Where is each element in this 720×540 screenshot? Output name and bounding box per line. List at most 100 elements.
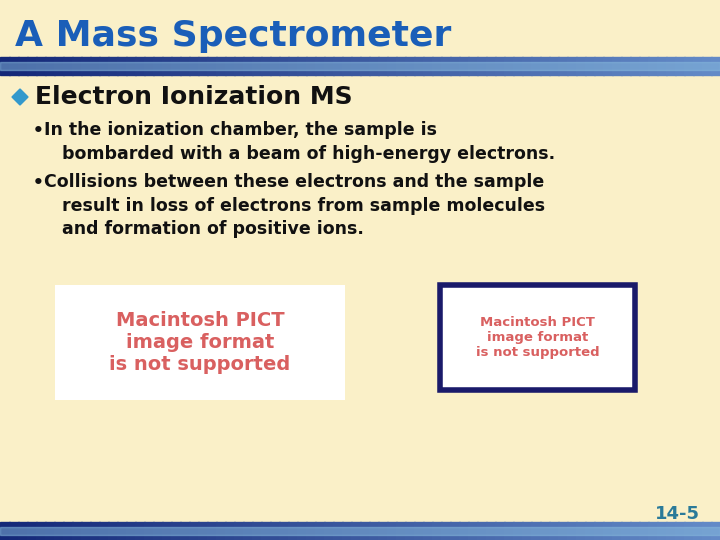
Bar xyxy=(225,522,235,540)
Bar xyxy=(27,57,37,75)
Bar xyxy=(171,57,181,75)
Bar xyxy=(45,57,55,75)
Bar xyxy=(639,57,649,75)
Bar xyxy=(540,57,550,75)
Bar xyxy=(396,57,406,75)
Text: Collisions between these electrons and the sample
   result in loss of electrons: Collisions between these electrons and t… xyxy=(44,173,545,238)
Bar xyxy=(351,57,361,75)
Bar xyxy=(657,57,667,75)
Bar xyxy=(414,57,424,75)
Bar xyxy=(243,57,253,75)
Bar xyxy=(585,57,595,75)
Bar xyxy=(9,522,19,540)
Bar xyxy=(440,285,635,390)
Bar xyxy=(216,57,226,75)
Bar xyxy=(54,522,64,540)
Bar xyxy=(459,57,469,75)
Bar xyxy=(540,522,550,540)
Bar xyxy=(207,57,217,75)
Bar xyxy=(279,522,289,540)
Bar xyxy=(594,522,604,540)
Bar xyxy=(234,57,244,75)
Bar xyxy=(450,522,460,540)
Bar xyxy=(72,57,82,75)
Bar xyxy=(558,57,568,75)
Bar xyxy=(360,522,370,540)
Bar xyxy=(423,57,433,75)
Bar xyxy=(657,522,667,540)
Bar xyxy=(432,522,442,540)
Bar xyxy=(0,522,10,540)
Bar xyxy=(630,57,640,75)
Bar xyxy=(36,57,46,75)
Bar xyxy=(27,522,37,540)
Bar xyxy=(558,522,568,540)
Bar xyxy=(189,57,199,75)
Text: Macintosh PICT
image format
is not supported: Macintosh PICT image format is not suppo… xyxy=(109,311,291,374)
Bar xyxy=(18,522,28,540)
Bar xyxy=(621,522,631,540)
Bar xyxy=(90,522,100,540)
Bar xyxy=(0,63,720,70)
Bar xyxy=(603,57,613,75)
Bar xyxy=(675,522,685,540)
Bar xyxy=(711,522,720,540)
Bar xyxy=(144,522,154,540)
Bar xyxy=(342,522,352,540)
Bar xyxy=(666,522,676,540)
Bar xyxy=(171,522,181,540)
Bar xyxy=(288,522,298,540)
Bar xyxy=(666,57,676,75)
Bar xyxy=(216,522,226,540)
Bar xyxy=(9,57,19,75)
Bar xyxy=(504,522,514,540)
Bar xyxy=(396,522,406,540)
Bar xyxy=(441,57,451,75)
Text: 14-5: 14-5 xyxy=(655,505,700,523)
Bar xyxy=(36,522,46,540)
Bar xyxy=(369,522,379,540)
Bar xyxy=(63,522,73,540)
Bar xyxy=(450,57,460,75)
Bar xyxy=(261,522,271,540)
Bar xyxy=(54,57,64,75)
Bar xyxy=(684,522,694,540)
Bar xyxy=(387,57,397,75)
Bar xyxy=(549,522,559,540)
Bar xyxy=(504,57,514,75)
Bar xyxy=(342,57,352,75)
Bar xyxy=(333,57,343,75)
Text: Electron Ionization MS: Electron Ionization MS xyxy=(35,85,353,109)
Bar xyxy=(90,57,100,75)
Bar xyxy=(18,57,28,75)
Bar xyxy=(648,522,658,540)
Bar xyxy=(0,528,720,535)
Bar xyxy=(252,522,262,540)
Bar xyxy=(495,522,505,540)
Bar xyxy=(648,57,658,75)
Bar xyxy=(513,57,523,75)
Bar xyxy=(477,522,487,540)
Bar xyxy=(378,57,388,75)
Bar xyxy=(0,0,720,57)
Bar xyxy=(279,57,289,75)
Bar xyxy=(55,285,345,400)
Bar xyxy=(117,57,127,75)
Bar xyxy=(108,57,118,75)
Bar xyxy=(468,57,478,75)
Bar xyxy=(153,57,163,75)
Bar xyxy=(693,57,703,75)
Bar xyxy=(576,57,586,75)
Bar xyxy=(288,57,298,75)
Bar xyxy=(567,57,577,75)
Bar xyxy=(162,57,172,75)
Bar xyxy=(549,57,559,75)
Bar xyxy=(297,57,307,75)
Bar xyxy=(360,57,370,75)
Text: •: • xyxy=(32,121,45,141)
Bar xyxy=(189,522,199,540)
Bar xyxy=(585,522,595,540)
Bar xyxy=(63,57,73,75)
Bar xyxy=(135,57,145,75)
Bar xyxy=(432,57,442,75)
